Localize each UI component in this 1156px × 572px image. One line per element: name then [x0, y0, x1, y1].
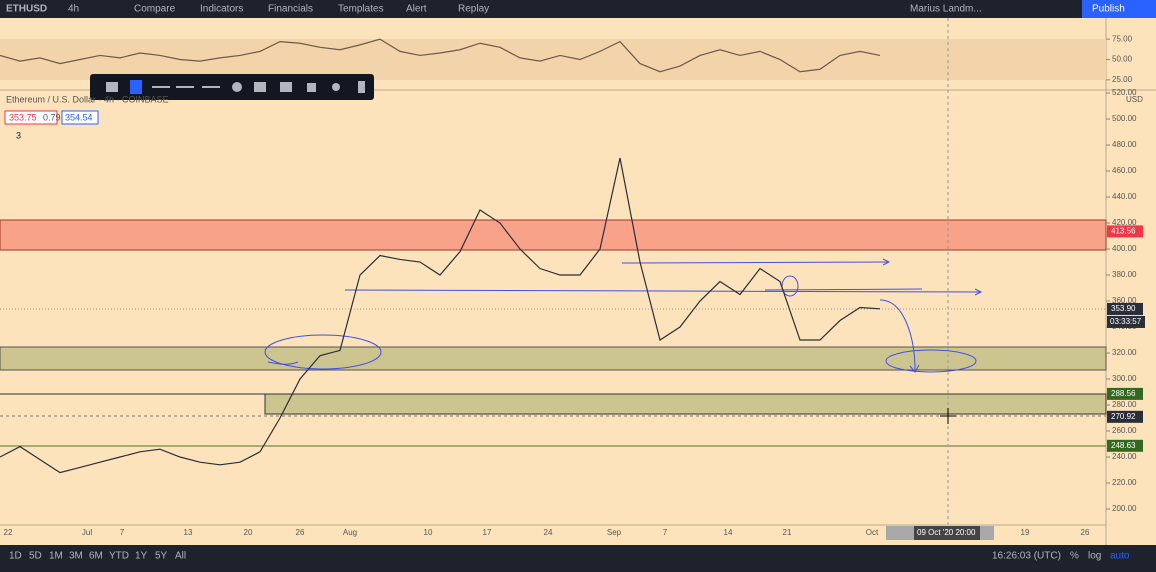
price-label-box — [1107, 410, 1143, 423]
x-tick-label: 20 — [244, 528, 253, 537]
price-label: 353.90 — [1111, 304, 1136, 313]
y-tick-label: 500.00 — [1112, 114, 1137, 123]
x-tick-label: Jul — [82, 528, 92, 537]
legend-title: Ethereum / U.S. Dollar · 4h · COINBASE — [6, 94, 169, 104]
rsi-band — [0, 39, 1106, 80]
y-tick-label: 220.00 — [1112, 478, 1137, 487]
toolbar-item[interactable]: Financials — [268, 4, 313, 15]
drawing-tools[interactable] — [106, 80, 365, 94]
x-tick-label: 14 — [724, 528, 733, 537]
price-label-box — [1107, 439, 1143, 452]
support-zone — [264, 393, 1107, 415]
range-button[interactable]: All — [175, 551, 186, 562]
range-button[interactable]: 1Y — [135, 551, 148, 562]
y-tick-label: 320.00 — [1112, 348, 1137, 357]
price-label-box — [1107, 387, 1143, 400]
x-tick-label: Oct — [866, 528, 879, 537]
cursor — [940, 408, 956, 424]
clock: 16:26:03 (UTC) — [992, 551, 1061, 562]
x-tick-label: 24 — [544, 528, 553, 537]
toolbar-item[interactable]: Alert — [406, 4, 427, 15]
x-tick-label: 7 — [663, 528, 668, 537]
auto-toggle[interactable]: auto — [1110, 551, 1130, 562]
x-tick-label: 7 — [120, 528, 125, 537]
y-tick-label: 420.00 — [1112, 218, 1137, 227]
price-label: 248.63 — [1111, 441, 1136, 450]
y-tick-label: 480.00 — [1112, 140, 1137, 149]
price-label: 288.56 — [1111, 389, 1136, 398]
y-tick-label: 300.00 — [1112, 374, 1137, 383]
y-tick-label: 460.00 — [1112, 166, 1137, 175]
buy-box[interactable] — [61, 110, 99, 125]
range-button[interactable]: 1D — [9, 551, 22, 562]
range-button[interactable]: 1M — [49, 551, 63, 562]
x-tick-label: Sep — [607, 528, 622, 537]
symbol[interactable]: ETHUSD — [6, 4, 47, 15]
sell-price[interactable]: 353.75 — [9, 112, 37, 122]
toolbar-item[interactable]: Indicators — [200, 4, 243, 15]
x-tick-label: 13 — [184, 528, 193, 537]
price-label: 413.56 — [1111, 227, 1136, 236]
user[interactable]: Marius Landm... — [910, 4, 982, 15]
publish-button[interactable] — [1082, 0, 1156, 18]
currency: USD — [1126, 95, 1143, 104]
toolbar-item[interactable]: Replay — [458, 4, 489, 15]
toolbar-item[interactable]: Compare — [134, 4, 176, 15]
chart-area — [0, 18, 1156, 545]
publish-label[interactable]: Publish — [1092, 4, 1125, 15]
range-button[interactable]: 5D — [29, 551, 42, 562]
rsi-tick-label: 25.00 — [1112, 75, 1133, 84]
x-tick-label: Aug — [343, 528, 357, 537]
x-tick-label: 19 — [1021, 528, 1030, 537]
price-label: 270.92 — [1111, 412, 1136, 421]
range-button[interactable]: 3M — [69, 551, 83, 562]
chart-line — [0, 157, 881, 474]
rsi-tick-label: 75.00 — [1112, 34, 1133, 43]
y-tick-label: 200.00 — [1112, 504, 1137, 513]
y-tick-label: 380.00 — [1112, 270, 1137, 279]
resistance-zone — [0, 219, 1107, 251]
rsi-line — [0, 38, 881, 73]
x-tick-label: 17 — [483, 528, 492, 537]
interval[interactable]: 4h — [68, 4, 79, 15]
x-tick-label: 26 — [1081, 528, 1090, 537]
y-tick-label: 360.00 — [1112, 296, 1137, 305]
range-button[interactable]: YTD — [109, 551, 129, 562]
bottom-bar — [0, 545, 1156, 572]
support-zone — [0, 346, 1107, 371]
y-tick-label: 240.00 — [1112, 452, 1137, 461]
cursor-time-box — [914, 526, 980, 540]
cursor-time: 09 Oct '20 20:00 — [917, 528, 976, 537]
x-tick-label: 26 — [296, 528, 305, 537]
y-tick-label: 280.00 — [1112, 400, 1137, 409]
range-button[interactable]: 5Y — [155, 551, 168, 562]
range-button[interactable]: 6M — [89, 551, 103, 562]
spread: 0.79 — [43, 112, 61, 122]
top-toolbar — [0, 0, 1156, 18]
countdown-box — [1107, 315, 1145, 328]
rsi-tick-label: 50.00 — [1112, 55, 1133, 64]
percent-toggle[interactable]: % — [1070, 551, 1079, 562]
log-toggle[interactable]: log — [1088, 551, 1101, 562]
buy-price[interactable]: 354.54 — [65, 112, 93, 122]
y-tick-label: 520.00 — [1112, 88, 1137, 97]
x-tick-label: 21 — [783, 528, 792, 537]
y-tick-label: 440.00 — [1112, 192, 1137, 201]
toolbar-item[interactable]: Templates — [338, 4, 384, 15]
y-tick-label: 400.00 — [1112, 244, 1137, 253]
price-label-box — [1107, 225, 1143, 238]
indicator-count: 3 — [16, 130, 21, 140]
price-label-box — [1107, 302, 1143, 315]
countdown: 03:33:57 — [1110, 317, 1142, 326]
sell-box[interactable] — [4, 110, 58, 125]
y-tick-label: 260.00 — [1112, 426, 1137, 435]
drawings — [264, 258, 983, 373]
x-tick-label: 22 — [4, 528, 13, 537]
x-tick-label: 10 — [424, 528, 433, 537]
